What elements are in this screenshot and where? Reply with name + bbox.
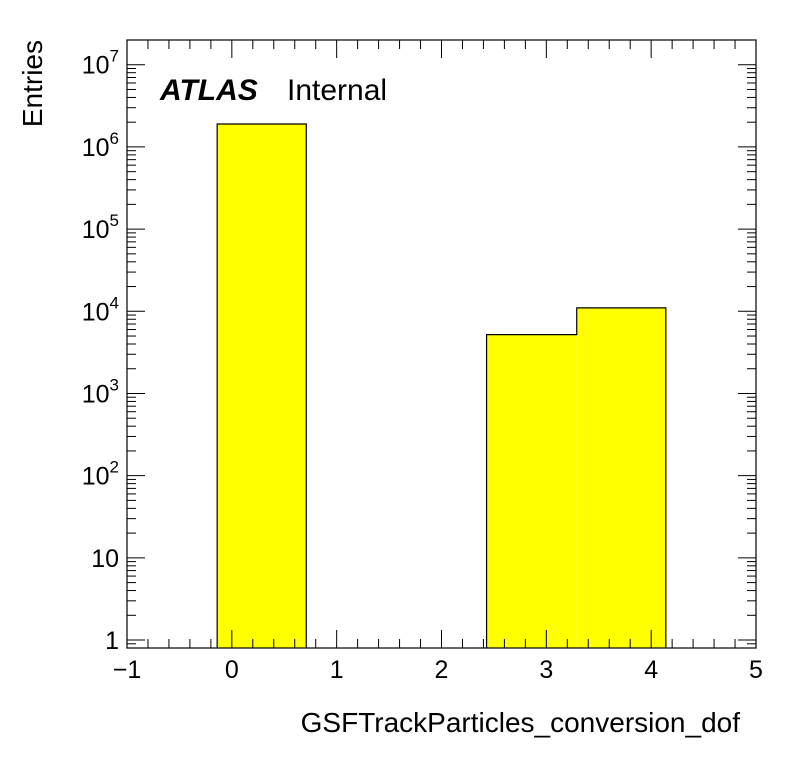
histogram-bar — [486, 334, 577, 648]
x-tick-label: −1 — [113, 656, 142, 684]
y-tick-label: 102 — [82, 458, 119, 491]
internal-label: Internal — [287, 74, 387, 107]
y-tick-label: 104 — [82, 293, 119, 326]
y-tick-label: 105 — [82, 211, 119, 244]
x-tick-label: 2 — [435, 656, 449, 684]
y-tick-label: 1 — [105, 627, 119, 655]
y-tick-label: 106 — [82, 129, 119, 162]
atlas-label: ATLAS — [159, 74, 258, 107]
y-tick-label: 103 — [82, 375, 119, 408]
y-axis-title: Entries — [17, 40, 48, 127]
x-tick-labels: −1 0 1 2 3 4 5 — [113, 656, 763, 684]
histogram-bar — [576, 307, 666, 648]
x-tick-label: 0 — [225, 656, 239, 684]
y-tick-label: 107 — [82, 47, 119, 80]
x-axis-title: GSFTrackParticles_conversion_dof — [301, 707, 741, 738]
histogram-outline — [216, 123, 667, 648]
x-tick-label: 4 — [644, 656, 658, 684]
x-tick-label: 1 — [330, 656, 344, 684]
histogram-bars — [216, 123, 667, 649]
plot-frame — [126, 39, 757, 649]
x-tick-label: 5 — [749, 656, 763, 684]
histogram-bar — [217, 124, 307, 649]
y-tick-labels: 1 10 102 103 104 105 106 107 — [82, 47, 119, 655]
x-tick-label: 3 — [539, 656, 553, 684]
y-tick-label: 10 — [91, 545, 119, 573]
